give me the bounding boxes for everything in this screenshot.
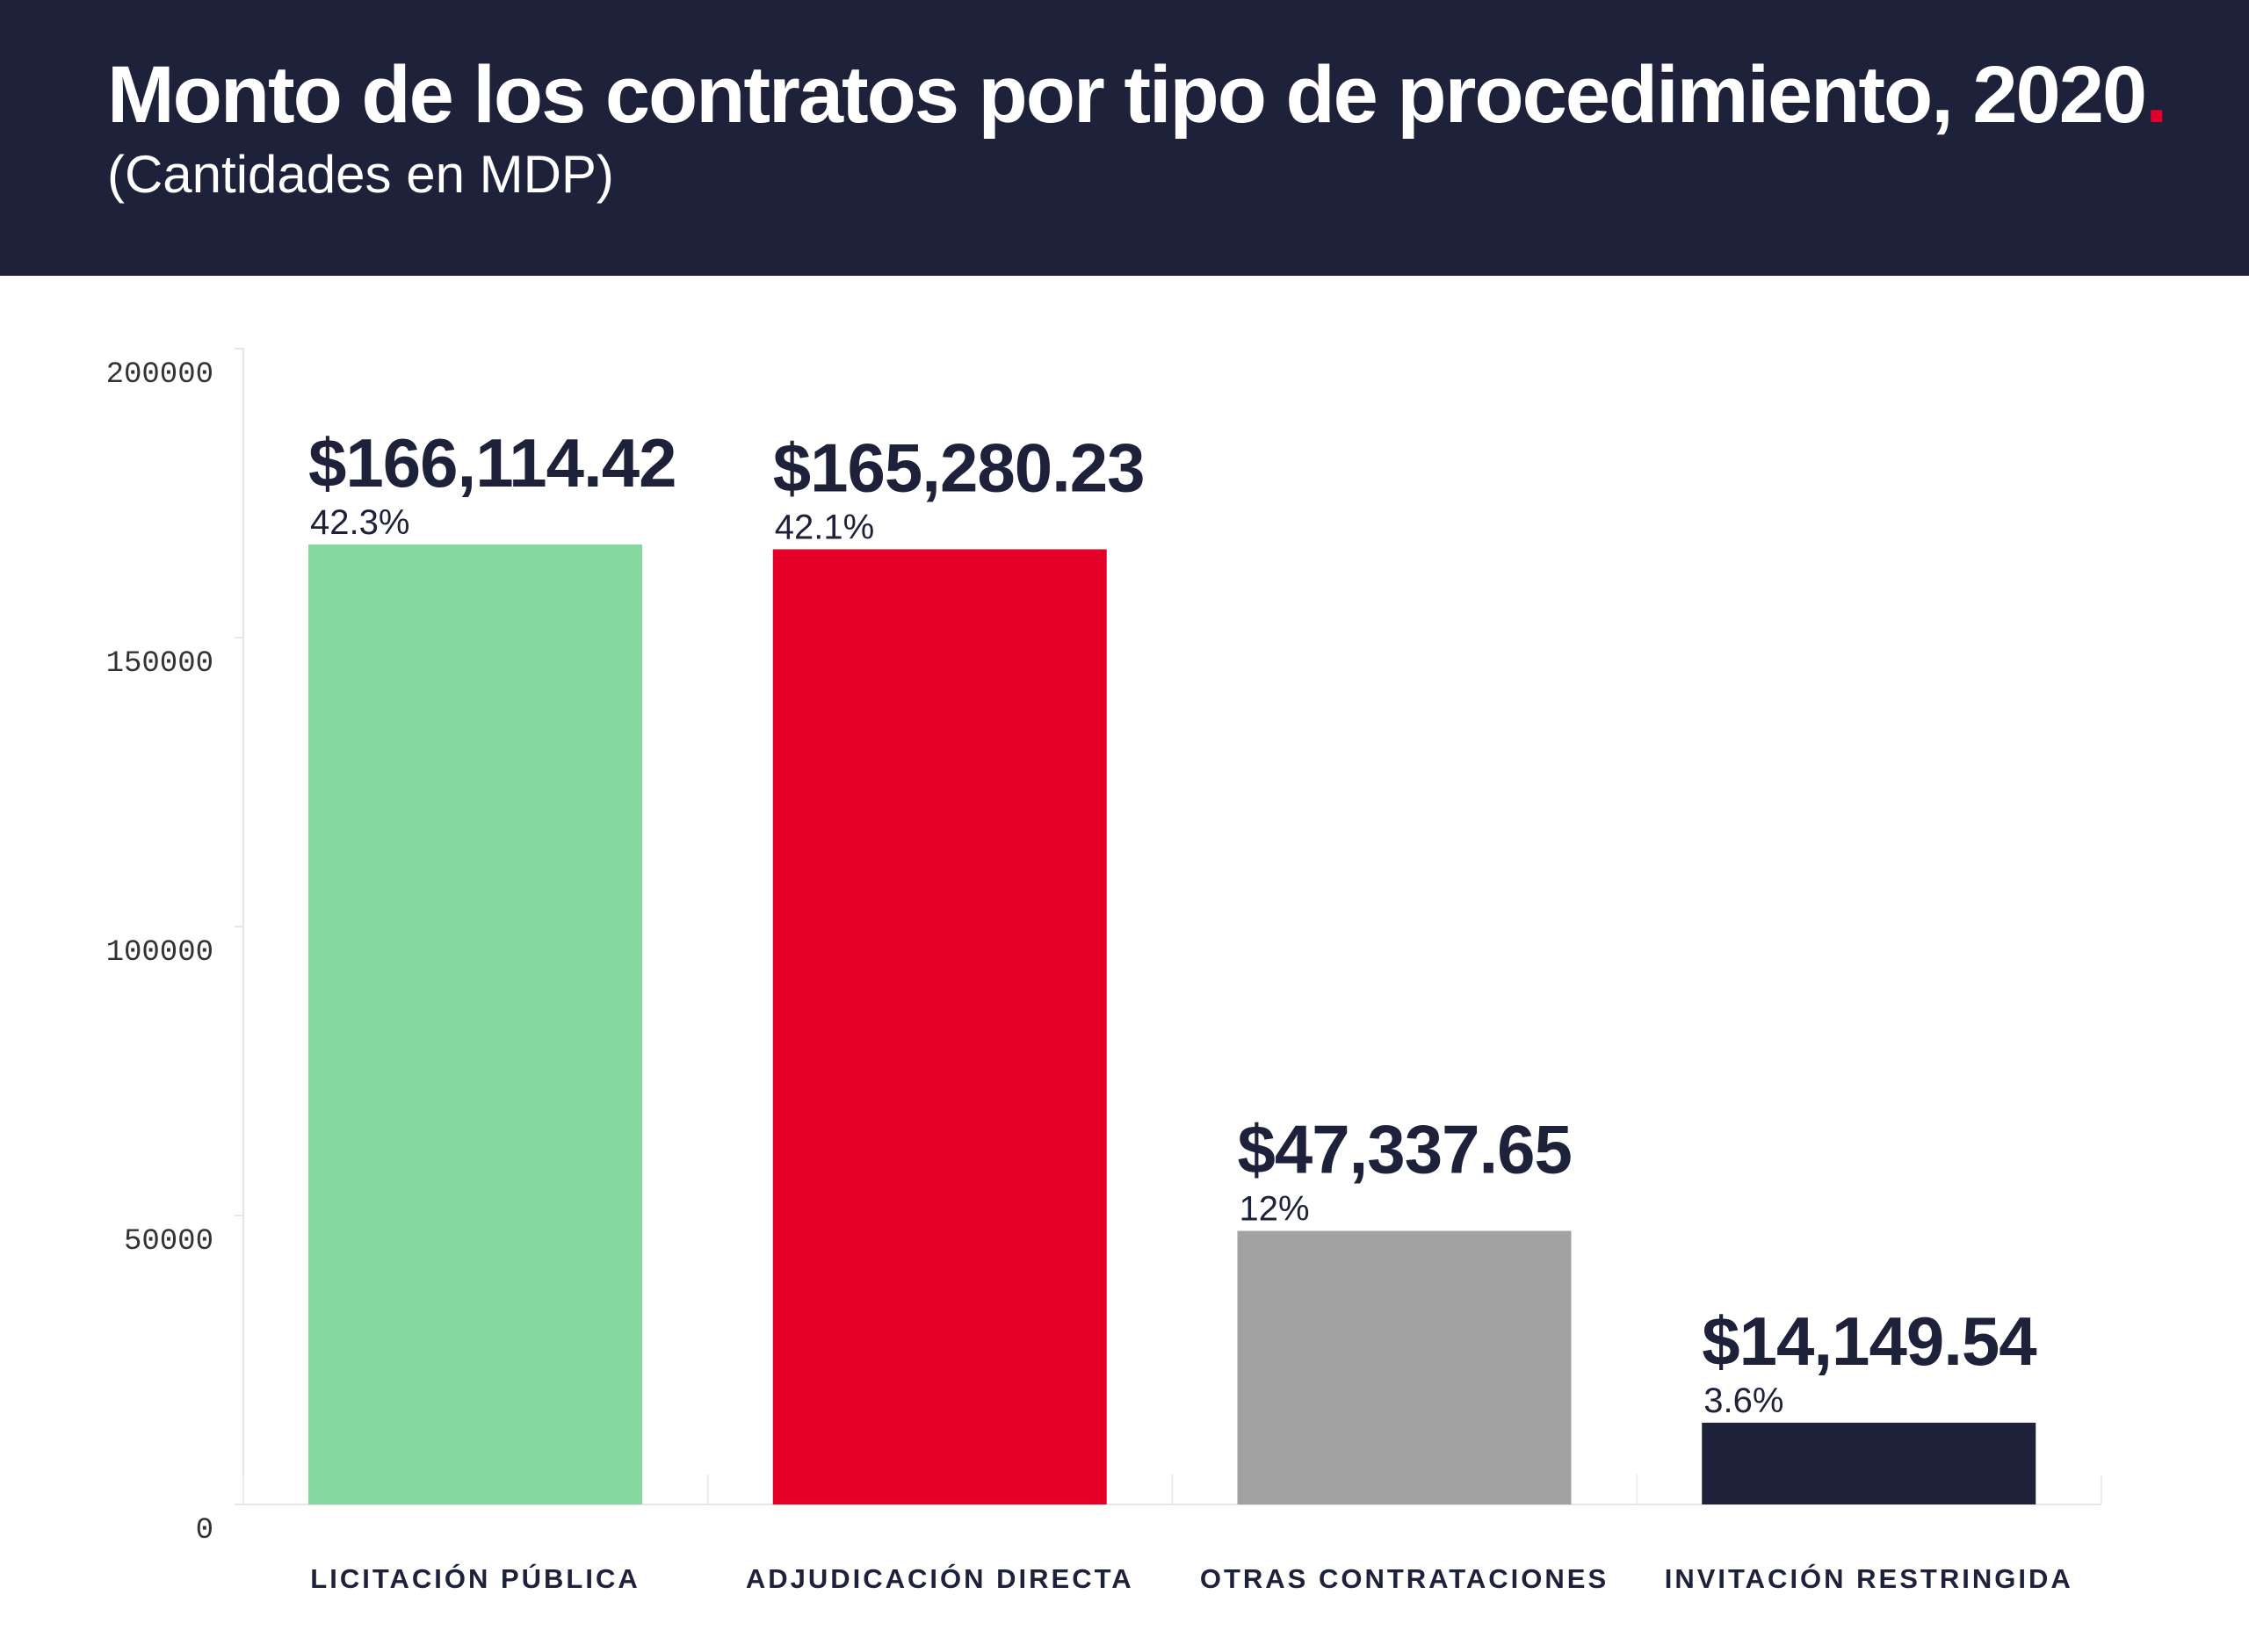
bar-percent-label-1: 42.1% (775, 508, 874, 546)
bar-2 (1237, 1230, 1572, 1504)
y-tick-label-1: 50000 (124, 1225, 213, 1259)
y-tick-label-2: 100000 (106, 936, 213, 970)
chart-title: Monto de los contratos por tipo de proce… (107, 50, 2168, 140)
x-category-label-0: LICITACIÓN PÚBLICA (310, 1562, 640, 1594)
header-banner: Monto de los contratos por tipo de proce… (0, 0, 2249, 276)
y-tick-label-3: 150000 (106, 647, 213, 681)
bar-value-label-0: $166,114.42 (308, 424, 676, 501)
bar-0 (308, 544, 642, 1505)
bar-value-label-3: $14,149.54 (1702, 1302, 2036, 1380)
bar-value-label-2: $47,337.65 (1238, 1111, 1572, 1188)
y-tick-label-4: 200000 (106, 358, 213, 392)
chart-subtitle: (Cantidades en MDP) (107, 145, 614, 204)
bar-3 (1702, 1422, 2036, 1504)
bar-1 (772, 549, 1107, 1505)
title-dot: . (2145, 50, 2168, 140)
x-category-label-2: OTRAS CONTRATACIONES (1200, 1563, 1609, 1594)
y-tick-label-0: 0 (196, 1514, 213, 1547)
bar-value-label-1: $165,280.23 (773, 429, 1145, 506)
x-category-label-1: ADJUDICACIÓN DIRECTA (746, 1562, 1134, 1594)
bar-percent-label-2: 12% (1240, 1190, 1310, 1229)
bar-percent-label-3: 3.6% (1703, 1381, 1783, 1420)
bar-percent-label-0: 42.3% (310, 503, 409, 542)
x-category-label-3: INVITACIÓN RESTRINGIDA (1665, 1562, 2073, 1594)
